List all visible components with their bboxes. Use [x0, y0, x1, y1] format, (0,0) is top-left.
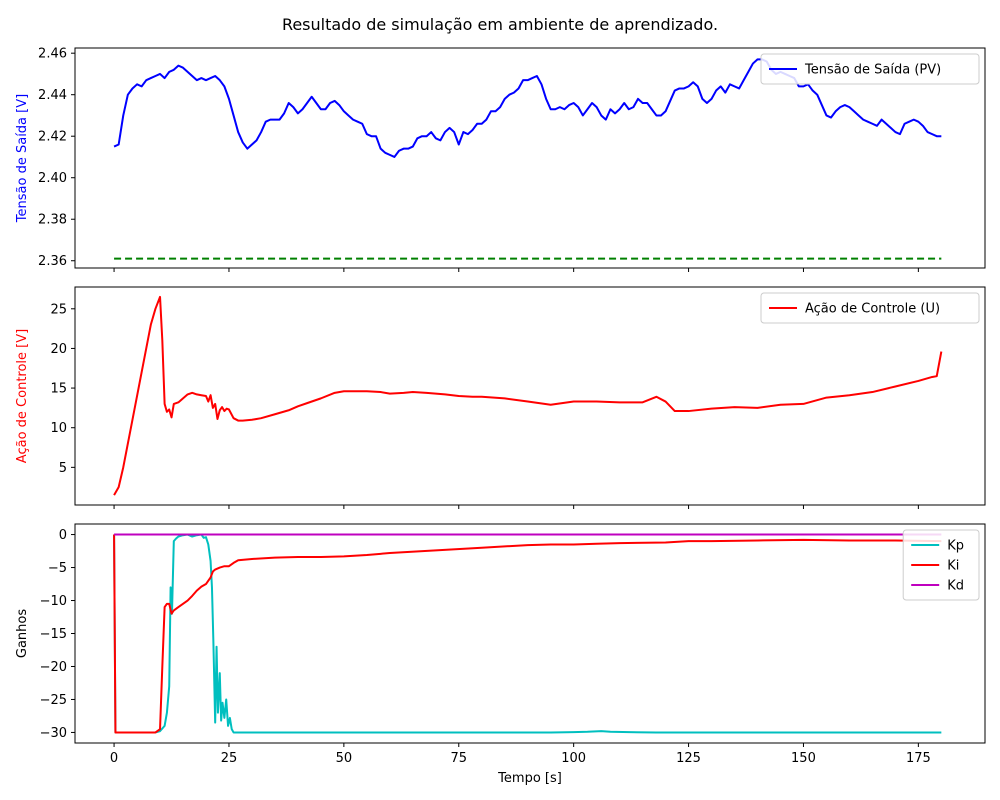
y-tick-label: 2.40	[38, 171, 67, 186]
x-tick-label: 0	[110, 751, 118, 766]
legend-label: Ki	[947, 559, 959, 574]
series-line-kp	[113, 533, 942, 734]
y-tick-label: −15	[40, 627, 67, 642]
series-line-a-o-de-controle-u	[113, 295, 943, 496]
legend-box	[760, 53, 980, 85]
legend-box	[760, 292, 980, 324]
y-axis-label: Ação de Controle [V]	[15, 329, 30, 463]
x-tick-label: 50	[336, 751, 353, 766]
y-tick-label: 2.42	[38, 130, 67, 145]
x-tick-label: 25	[221, 751, 238, 766]
legend-label: Kd	[947, 579, 964, 594]
y-tick-label: 2.44	[38, 88, 67, 103]
x-tick-label: 150	[791, 751, 816, 766]
series-line-ki	[113, 534, 942, 734]
y-tick-label: 0	[59, 528, 67, 543]
legend-label: Ação de Controle (U)	[805, 302, 940, 317]
y-tick-label: −30	[40, 726, 67, 741]
axes-frame	[74, 286, 986, 506]
y-tick-label: 2.36	[38, 254, 67, 269]
series-layer	[113, 295, 943, 496]
legend-label: Tensão de Saída (PV)	[804, 63, 941, 78]
y-tick-label: 5	[59, 461, 67, 476]
series-line-tens-o-de-sa-da-pv	[113, 58, 942, 158]
legend: Ação de Controle (U)	[760, 292, 980, 324]
x-tick-label: 75	[450, 751, 467, 766]
legend-box	[902, 529, 980, 601]
panel-ganhos: 0 −5 −10 −15 −20 −25 −30 0 25 50 75 100 125 150 175 Gan…	[15, 523, 986, 766]
x-axis-label: Tempo [s]	[497, 771, 562, 786]
y-tick-label: −10	[40, 594, 67, 609]
y-axis-label: Tensão de Saída [V]	[15, 94, 30, 223]
panel-tensao-saida: 2.36 2.38 2.40 2.42 2.44 2.46 Tensão de Saída …	[15, 47, 986, 272]
y-tick-label: 2.46	[38, 47, 67, 62]
axes-frame	[74, 47, 986, 269]
x-tick-label: 100	[561, 751, 586, 766]
x-tick-label: 125	[676, 751, 701, 766]
panel-acao-controle: 5 10 15 20 25 Ação de Controle [V] Ação de Con…	[15, 286, 986, 509]
y-axis-label: Ganhos	[15, 609, 30, 658]
y-tick-label: 2.38	[38, 213, 67, 228]
figure-title: Resultado de simulação em ambiente de ap…	[282, 15, 718, 34]
legend: Tensão de Saída (PV)	[760, 53, 980, 85]
y-tick-label: −20	[40, 660, 67, 675]
y-tick-label: −25	[40, 693, 67, 708]
series-layer	[113, 533, 942, 734]
y-tick-label: 10	[50, 421, 67, 436]
x-tick-label: 175	[906, 751, 931, 766]
y-tick-label: 20	[50, 342, 67, 357]
legend: Kp Ki Kd	[902, 529, 980, 601]
y-tick-label: 25	[50, 302, 67, 317]
legend-label: Kp	[947, 539, 964, 554]
y-tick-label: −5	[48, 561, 67, 576]
y-tick-label: 15	[50, 382, 67, 397]
series-layer	[113, 58, 942, 260]
